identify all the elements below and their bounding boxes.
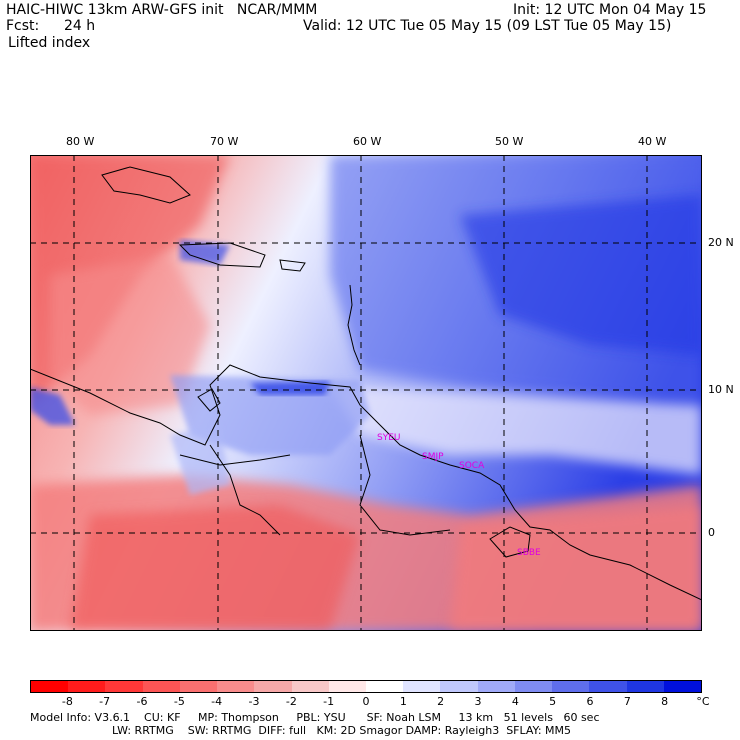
colorbar-swatch [291, 681, 329, 692]
colorbar-swatch [626, 681, 664, 692]
colorbar-swatch [552, 681, 590, 692]
field-name: Lifted index [8, 35, 91, 51]
run-title: HAIC-HIWC 13km ARW-GFS init NCAR/MMM [6, 2, 318, 18]
station-label-smjp: SMJP [422, 452, 444, 462]
lon-tick-50w: 50 W [495, 135, 524, 148]
colorbar-swatch [142, 681, 180, 692]
colorbar-tick-label: 8 [661, 695, 669, 708]
colorbar-swatch [477, 681, 515, 692]
colorbar-swatch [365, 681, 404, 692]
colorbar-swatch [403, 681, 441, 692]
colorbar-tick-label: 1 [399, 695, 407, 708]
colorbar-swatch [179, 681, 218, 692]
lon-tick-40w: 40 W [638, 135, 667, 148]
colorbar-tick-label: -2 [285, 695, 297, 708]
colorbar-tick-label: -1 [323, 695, 335, 708]
colorbar-tick-label: -8 [61, 695, 73, 708]
colorbar-tick-label: -4 [211, 695, 223, 708]
colorbar-tick-label: 6 [586, 695, 594, 708]
valid-time: Valid: 12 UTC Tue 05 May 15 (09 LST Tue … [303, 18, 672, 34]
model-info-line1: Model Info: V3.6.1 CU: KF MP: Thompson P… [30, 711, 600, 724]
colorbar-tick-label: 3 [474, 695, 482, 708]
colorbar-swatch [440, 681, 478, 692]
colorbar-swatch [663, 681, 701, 692]
colorbar-swatch [68, 681, 106, 692]
lon-tick-60w: 60 W [353, 135, 382, 148]
graticule [30, 155, 702, 631]
lon-tick-80w: 80 W [66, 135, 95, 148]
station-label-soca: SOCA [459, 461, 485, 471]
lat-tick-0: 0 [708, 526, 715, 539]
colorbar [30, 680, 702, 693]
colorbar-tick-label: 0 [362, 695, 370, 708]
colorbar-tick-label: -3 [248, 695, 260, 708]
station-label-sbbe: SBBE [517, 548, 541, 558]
lifted-index-field [30, 155, 702, 631]
colorbar-swatch [254, 681, 292, 692]
colorbar-tick-label: 5 [549, 695, 557, 708]
colorbar-swatch [105, 681, 143, 692]
colorbar-tick-label: 7 [623, 695, 631, 708]
lon-tick-70w: 70 W [210, 135, 239, 148]
lat-tick-10n: 10 N [708, 383, 734, 396]
lat-tick-20n: 20 N [708, 236, 734, 249]
map-frame [30, 155, 702, 631]
colorbar-tick-label: -5 [173, 695, 185, 708]
forecast-hour: 24 h [64, 18, 96, 34]
init-time: Init: 12 UTC Mon 04 May 15 [513, 2, 707, 18]
colorbar-swatch [514, 681, 553, 692]
colorbar-swatch [217, 681, 255, 692]
model-info-line2: LW: RRTMG SW: RRTMG DIFF: full KM: 2D Sm… [112, 724, 572, 737]
colorbar-swatch [31, 681, 69, 692]
colorbar-unit: °C [696, 695, 710, 708]
colorbar-tick-label: -7 [99, 695, 111, 708]
lifted-index-map: SYEU SMJP SOCA SBBE [30, 155, 702, 631]
colorbar-tick-label: 4 [511, 695, 519, 708]
colorbar-tick-label: -6 [136, 695, 148, 708]
colorbar-swatch [328, 681, 366, 692]
station-label-syeu: SYEU [377, 433, 400, 443]
colorbar-swatch [589, 681, 627, 692]
colorbar-tick-label: 2 [437, 695, 445, 708]
forecast-label: Fcst: [6, 18, 40, 34]
coastlines [30, 166, 702, 601]
